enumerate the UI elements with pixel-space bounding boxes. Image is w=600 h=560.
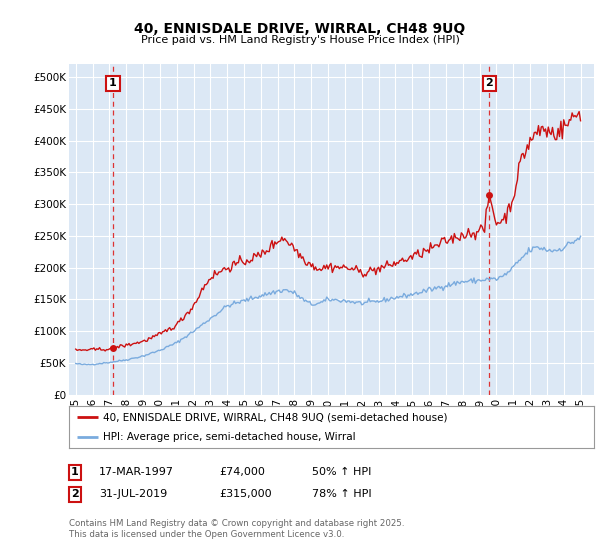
Text: 40, ENNISDALE DRIVE, WIRRAL, CH48 9UQ (semi-detached house): 40, ENNISDALE DRIVE, WIRRAL, CH48 9UQ (s…: [103, 412, 448, 422]
Text: 40, ENNISDALE DRIVE, WIRRAL, CH48 9UQ: 40, ENNISDALE DRIVE, WIRRAL, CH48 9UQ: [134, 22, 466, 36]
Text: 2: 2: [485, 78, 493, 88]
Text: 1: 1: [71, 467, 79, 477]
Text: 1: 1: [109, 78, 117, 88]
Text: 78% ↑ HPI: 78% ↑ HPI: [312, 489, 371, 500]
Text: £74,000: £74,000: [219, 467, 265, 477]
Text: HPI: Average price, semi-detached house, Wirral: HPI: Average price, semi-detached house,…: [103, 432, 356, 442]
Text: 17-MAR-1997: 17-MAR-1997: [99, 467, 174, 477]
Text: Contains HM Land Registry data © Crown copyright and database right 2025.
This d: Contains HM Land Registry data © Crown c…: [69, 519, 404, 539]
Text: 31-JUL-2019: 31-JUL-2019: [99, 489, 167, 500]
Text: 50% ↑ HPI: 50% ↑ HPI: [312, 467, 371, 477]
Text: Price paid vs. HM Land Registry's House Price Index (HPI): Price paid vs. HM Land Registry's House …: [140, 35, 460, 45]
Text: £315,000: £315,000: [219, 489, 272, 500]
Text: 2: 2: [71, 489, 79, 500]
